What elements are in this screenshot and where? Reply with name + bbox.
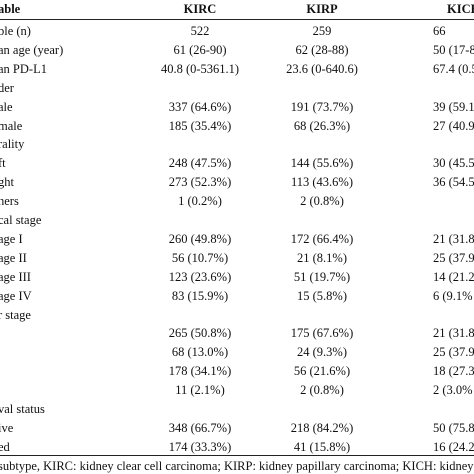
bottom-rule: [0, 455, 474, 456]
cell-value: 21 (31.8: [433, 231, 474, 246]
row-label: ed: [0, 439, 10, 454]
cell-value: 265 (50.8%): [168, 326, 232, 341]
column-header: KIRP: [306, 2, 338, 16]
row-label: val status: [0, 402, 45, 416]
cell-value: 50 (75.8: [433, 420, 474, 435]
cell-value: 25 (37.9: [433, 345, 474, 360]
cell-value: 68 (13.0%): [171, 345, 229, 360]
cell-value: 15 (5.8%): [297, 288, 347, 303]
cell-value: 66: [433, 24, 446, 38]
cell-value: 51 (19.7%): [293, 269, 351, 284]
row-label: male: [0, 118, 23, 133]
cell-value: 27 (40.9%: [433, 118, 474, 133]
cell-value: 6 (9.1%: [433, 288, 473, 303]
cell-value: 30 (45.5: [433, 156, 474, 171]
cell-value: 113 (43.6%): [290, 175, 354, 190]
cell-value: 56 (21.6%): [293, 364, 351, 379]
cell-value: 2 (0.8%): [300, 383, 344, 398]
cell-value: 123 (23.6%): [168, 269, 232, 284]
cell-value: 178 (34.1%): [168, 364, 232, 379]
cell-value: 14 (21.2: [433, 269, 474, 284]
row-label: age I: [0, 231, 23, 246]
row-label: an age (year): [0, 42, 64, 57]
row-label: r stage: [0, 307, 31, 322]
column-header: able: [0, 2, 21, 16]
cell-value: 11 (2.1%): [175, 383, 225, 398]
cell-value: 56 (10.7%): [171, 250, 229, 265]
column-header: KICH: [447, 2, 474, 16]
cell-value: 218 (84.2%): [290, 420, 354, 435]
cell-value: 41 (15.8%): [293, 439, 351, 454]
cell-value: 2 (3.0%: [433, 383, 473, 398]
row-label: ble (n): [0, 24, 31, 38]
cell-value: 144 (55.6%): [290, 156, 354, 171]
cell-value: 348 (66.7%): [168, 420, 232, 435]
cell-value: 68 (26.3%): [293, 118, 351, 133]
cell-value: 39 (59.1: [433, 99, 474, 114]
row-label: age III: [0, 269, 31, 284]
cell-value: 50 (17-8: [433, 42, 474, 57]
row-label: ive: [0, 420, 14, 435]
cell-value: 191 (73.7%): [290, 99, 354, 114]
cell-value: 172 (66.4%): [290, 231, 354, 246]
header-rule: [0, 19, 474, 20]
row-label: hers: [0, 194, 19, 209]
cell-value: 36 (54.5: [433, 175, 474, 190]
cell-value: 522: [190, 24, 210, 38]
cell-value: 67.4 (0.5-29: [433, 61, 474, 76]
cell-value: 260 (49.8%): [168, 231, 232, 246]
cell-value: 21 (8.1%): [297, 250, 347, 265]
cell-value: 40.8 (0-5361.1): [160, 61, 240, 76]
row-label: age II: [0, 250, 27, 265]
cell-value: 21 (31.8: [433, 326, 474, 341]
row-label: ale: [0, 99, 13, 114]
row-label: rality: [0, 137, 25, 152]
cell-value: 24 (9.3%): [297, 345, 347, 360]
cell-value: 273 (52.3%): [168, 175, 232, 190]
row-label: cal stage: [0, 213, 42, 227]
cell-value: 248 (47.5%): [168, 156, 232, 171]
cell-value: 259: [312, 24, 332, 38]
cell-value: 185 (35.4%): [168, 118, 232, 133]
cell-value: 83 (15.9%): [171, 288, 229, 303]
cell-value: 337 (64.6%): [168, 99, 232, 114]
cell-value: 62 (28-88): [295, 42, 349, 57]
cell-value: 1 (0.2%): [178, 194, 222, 209]
row-label: an PD-L1: [0, 61, 47, 76]
row-label: age IV: [0, 288, 32, 303]
cell-value: 175 (67.6%): [290, 326, 354, 341]
cell-value: 61 (26-90): [173, 42, 227, 57]
row-label: ght: [0, 175, 14, 190]
cell-value: 174 (33.3%): [168, 439, 232, 454]
footnote: subtype, KIRC: kidney clear cell carcino…: [0, 459, 474, 473]
column-header: KIRC: [183, 2, 217, 16]
row-label: ft: [0, 156, 6, 171]
cell-value: 23.6 (0-640.6): [286, 61, 358, 76]
cell-value: 18 (27.3: [433, 364, 474, 379]
cell-value: 25 (37.9: [433, 250, 474, 265]
cell-value: 16 (24.2: [433, 439, 474, 454]
row-label: der: [0, 80, 14, 95]
cell-value: 2 (0.8%): [300, 194, 344, 209]
